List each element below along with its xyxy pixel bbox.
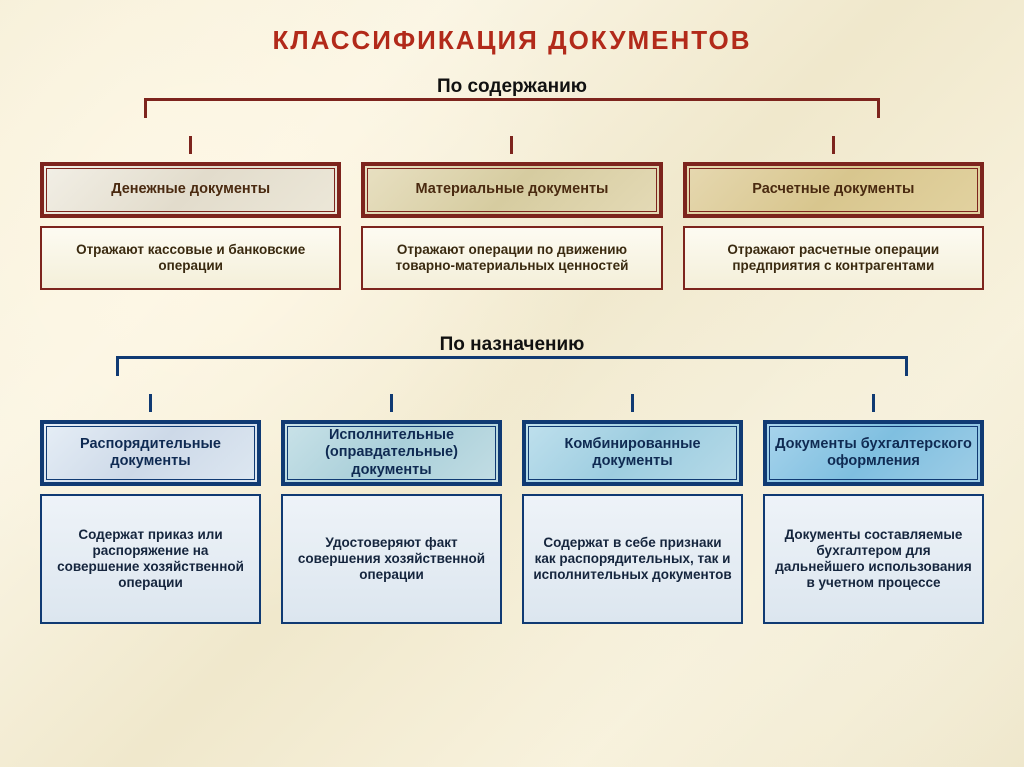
connector-stem: [149, 394, 152, 412]
connector-stem: [872, 394, 875, 412]
category-description: Отражают кассовые и банковские операции: [40, 226, 341, 290]
category-header: Распорядительные документы: [40, 420, 261, 486]
section-by-content: По содержанию Денежные документы Отражают…: [40, 76, 984, 290]
category-header: Исполнительные (оправдательные) документ…: [281, 420, 502, 486]
connector-stem: [631, 394, 634, 412]
category-description: Содержат приказ или распоряжение на сове…: [40, 494, 261, 624]
category-description: Удостоверяют факт совершения хозяйственн…: [281, 494, 502, 624]
classification-column: Распорядительные документы Содержат прика…: [40, 394, 261, 624]
connector-line: [116, 356, 909, 376]
section2-label: По назначению: [40, 334, 984, 356]
classification-column: Документы бухгалтерского оформления Докум…: [763, 394, 984, 624]
category-description: Содержат в себе признаки как распорядите…: [522, 494, 743, 624]
classification-column: Денежные документы Отражают кассовые и ба…: [40, 136, 341, 290]
category-header: Материальные документы: [361, 162, 662, 218]
connector-stem: [510, 136, 513, 154]
connector-stem: [832, 136, 835, 154]
section1-label: По содержанию: [40, 76, 984, 98]
section-by-purpose: По назначению Распорядительные документы…: [40, 334, 984, 624]
classification-column: Материальные документы Отражают операции …: [361, 136, 662, 290]
category-description: Отражают операции по движению товарно-ма…: [361, 226, 662, 290]
category-description: Документы составляемые бухгалтером для д…: [763, 494, 984, 624]
connector-line: [144, 98, 880, 118]
classification-column: Комбинированные документы Содержат в себе…: [522, 394, 743, 624]
connector-stem: [390, 394, 393, 412]
category-description: Отражают расчетные операции предприятия …: [683, 226, 984, 290]
category-header: Денежные документы: [40, 162, 341, 218]
category-header: Комбинированные документы: [522, 420, 743, 486]
page-title: КЛАССИФИКАЦИЯ ДОКУМЕНТОВ: [40, 25, 984, 56]
category-header: Расчетные документы: [683, 162, 984, 218]
connector-stem: [189, 136, 192, 154]
classification-column: Исполнительные (оправдательные) документ…: [281, 394, 502, 624]
category-header: Документы бухгалтерского оформления: [763, 420, 984, 486]
classification-column: Расчетные документы Отражают расчетные оп…: [683, 136, 984, 290]
